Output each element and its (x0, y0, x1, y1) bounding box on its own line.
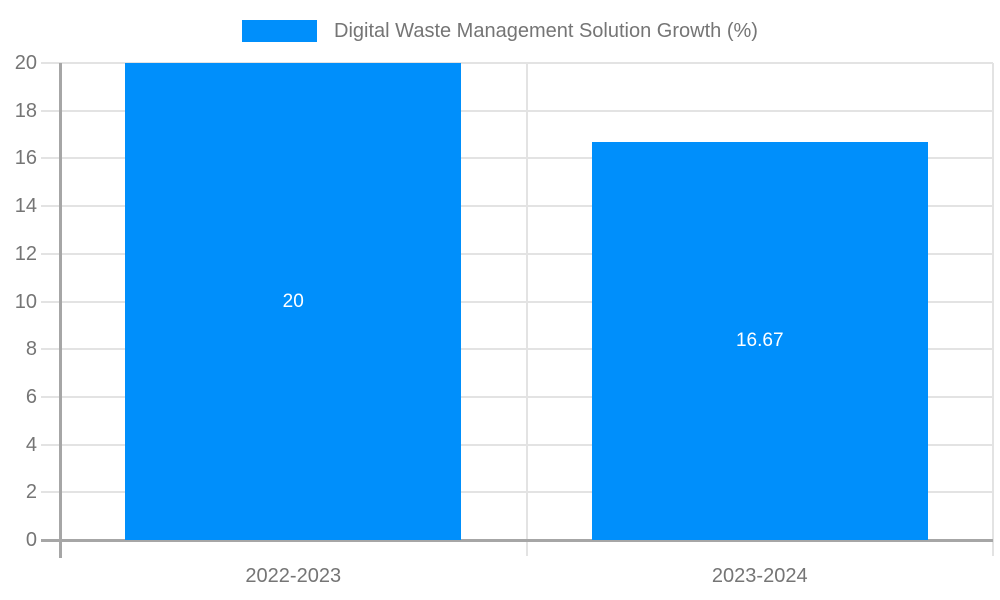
y-gridline (41, 395, 993, 398)
x-axis-line (41, 538, 993, 542)
y-gridline (41, 300, 993, 303)
y-gridline (41, 252, 993, 255)
y-gridline (41, 62, 993, 64)
y-gridline (41, 205, 993, 208)
y-tick-label: 8 (25, 338, 37, 361)
bar-2022-2023[interactable] (125, 63, 462, 540)
y-tick-label: 20 (14, 52, 37, 74)
bar-2023-2024[interactable] (591, 142, 928, 540)
y-tick-label: 18 (14, 99, 37, 122)
bar-value-label: 20 (282, 290, 304, 312)
legend-label: Digital Waste Management Solution Growth… (334, 19, 758, 42)
y-axis-line (58, 63, 62, 558)
x-axis-label: 2023-2024 (711, 565, 808, 587)
y-tick-label: 2 (25, 481, 37, 504)
y-tick-label: 10 (14, 290, 37, 313)
y-gridline (41, 157, 993, 160)
x-axis-label: 2022-2023 (245, 565, 342, 587)
y-tick-label: 0 (25, 529, 37, 551)
y-gridline (41, 348, 993, 351)
y-gridline (41, 491, 993, 494)
y-tick-label: 12 (14, 242, 37, 265)
category-boundary-line (992, 63, 994, 556)
bar-value-label: 16.67 (735, 330, 784, 352)
y-tick-label: 16 (14, 147, 37, 170)
y-gridline (41, 443, 993, 446)
chart-legend[interactable]: Digital Waste Management Solution Growth… (0, 18, 1000, 44)
legend-swatch (242, 20, 318, 42)
y-tick-label: 14 (14, 195, 37, 218)
y-tick-label: 4 (25, 433, 37, 456)
y-tick-label: 6 (25, 385, 37, 408)
y-gridline (41, 109, 993, 112)
category-boundary-line (525, 63, 528, 556)
